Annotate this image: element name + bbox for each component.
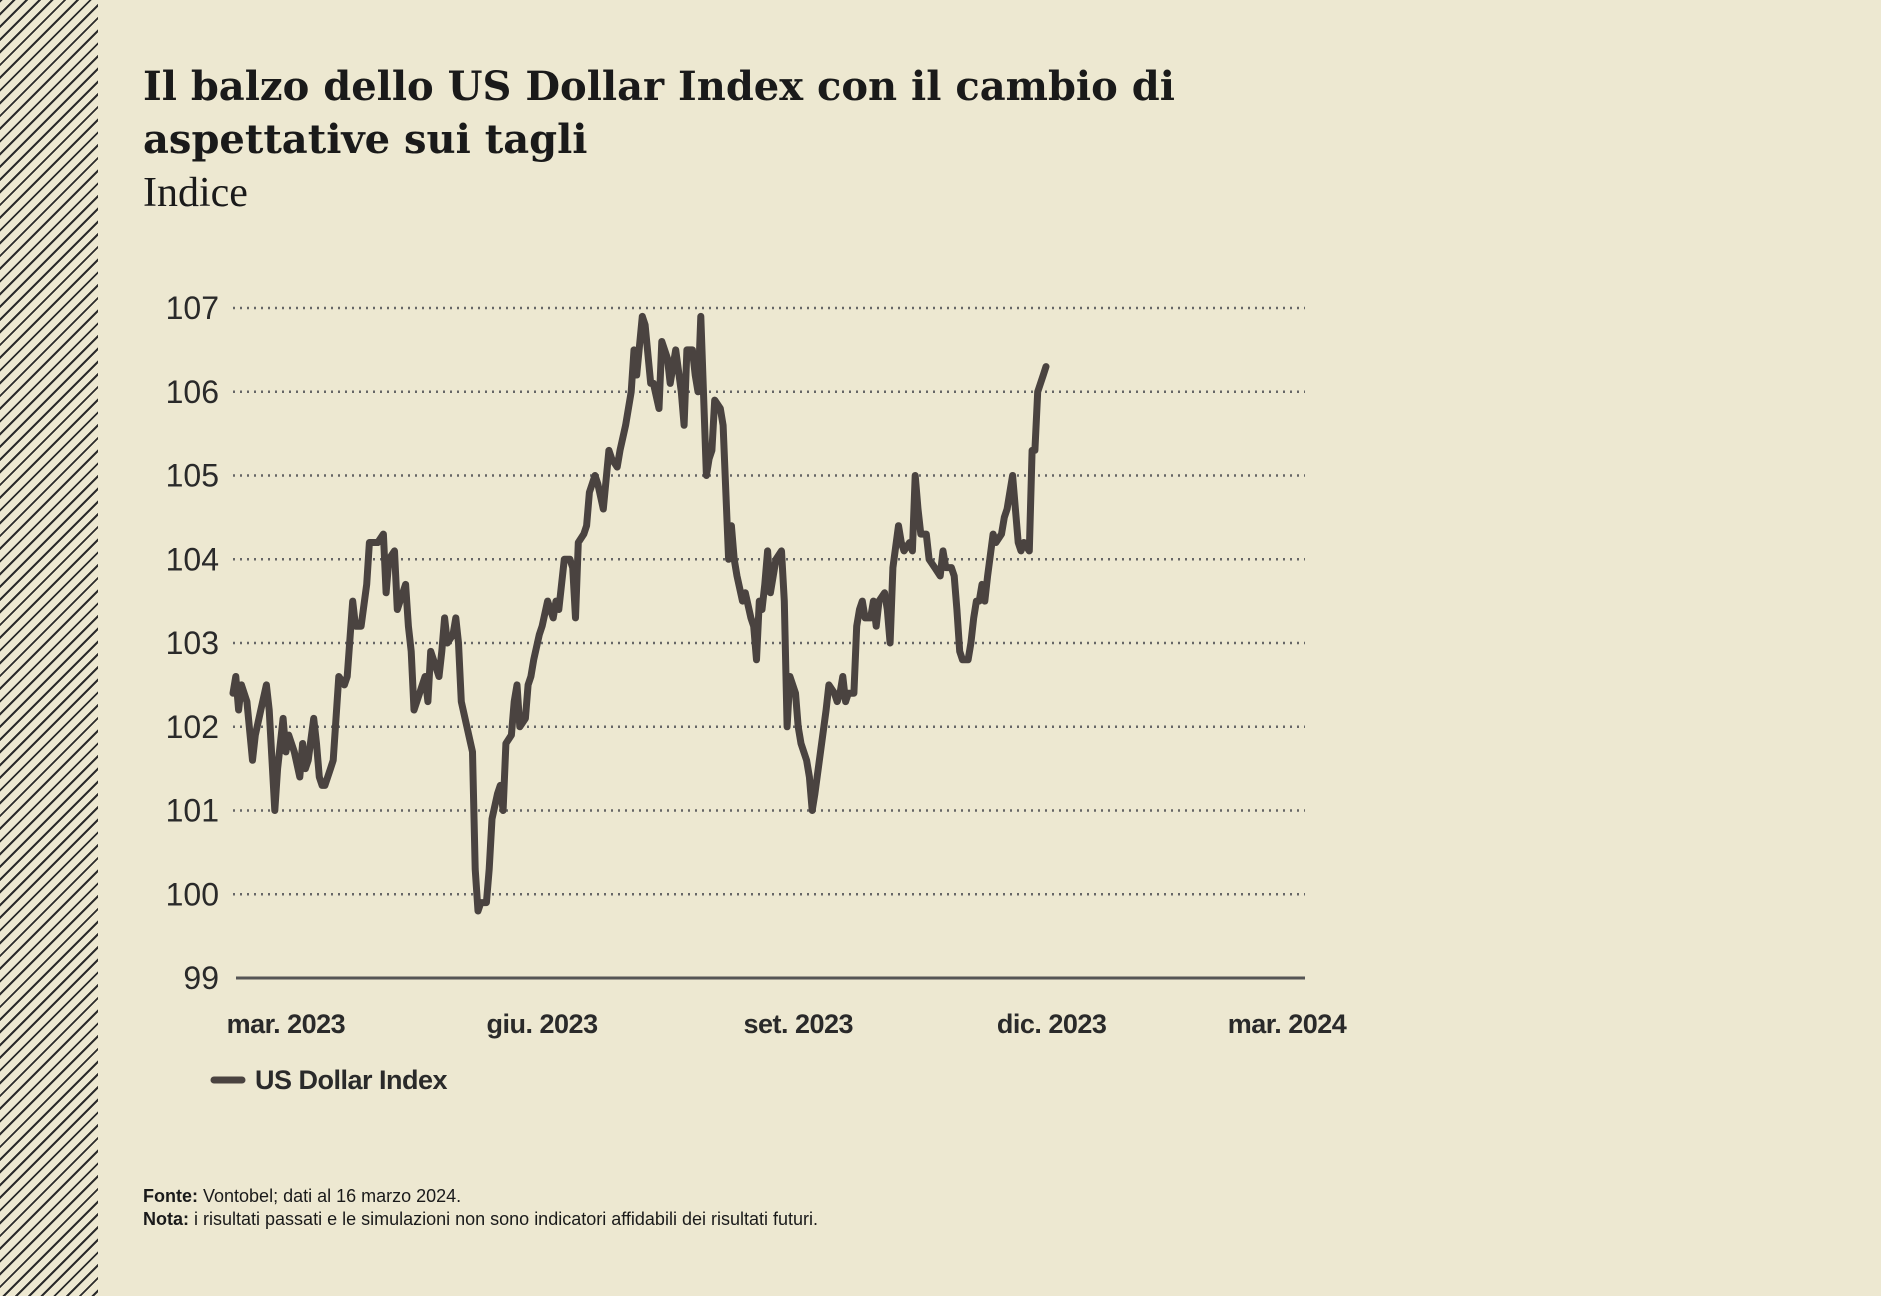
- x-tick-label: giu. 2023: [487, 1009, 599, 1039]
- y-axis-ticks: 107 106 105 104 103 102 101 100 99: [166, 290, 219, 996]
- y-tick-label: 101: [166, 793, 219, 829]
- y-tick-label: 99: [183, 960, 219, 996]
- x-tick-label: dic. 2023: [997, 1009, 1107, 1039]
- grid-lines: [233, 306, 1305, 980]
- legend-label-us-dollar-index: US Dollar Index: [255, 1065, 448, 1095]
- x-tick-label: mar. 2023: [227, 1009, 346, 1039]
- y-tick-label: 106: [166, 374, 219, 410]
- source-line: Fonte: Vontobel; dati al 16 marzo 2024.: [143, 1185, 1343, 1208]
- series-line-us-dollar-index: [229, 312, 1050, 915]
- note-text: i risultati passati e le simulazioni non…: [194, 1209, 818, 1229]
- chart-subtitle: Indice: [143, 170, 248, 216]
- source-text: Vontobel; dati al 16 marzo 2024.: [203, 1186, 462, 1206]
- chart-title: Il balzo dello US Dollar Index con il ca…: [143, 63, 1175, 163]
- note-line: Nota: i risultati passati e le simulazio…: [143, 1208, 1343, 1231]
- x-axis-ticks: mar. 2023 giu. 2023 set. 2023 dic. 2023 mar.…: [227, 1009, 1348, 1039]
- x-tick-label: set. 2023: [743, 1009, 853, 1039]
- source-label: Fonte:: [143, 1186, 198, 1206]
- decorative-stripes: [0, 0, 98, 1296]
- note-label: Nota:: [143, 1209, 189, 1229]
- y-tick-label: 102: [166, 709, 219, 745]
- y-tick-label: 107: [166, 290, 219, 326]
- y-tick-label: 105: [166, 458, 219, 494]
- y-tick-label: 100: [166, 876, 219, 912]
- x-tick-label: mar. 2024: [1228, 1009, 1347, 1039]
- y-tick-label: 104: [166, 541, 219, 577]
- legend: US Dollar Index: [210, 1065, 448, 1095]
- footer-notes: Fonte: Vontobel; dati al 16 marzo 2024. …: [143, 1185, 1343, 1231]
- y-tick-label: 103: [166, 625, 219, 661]
